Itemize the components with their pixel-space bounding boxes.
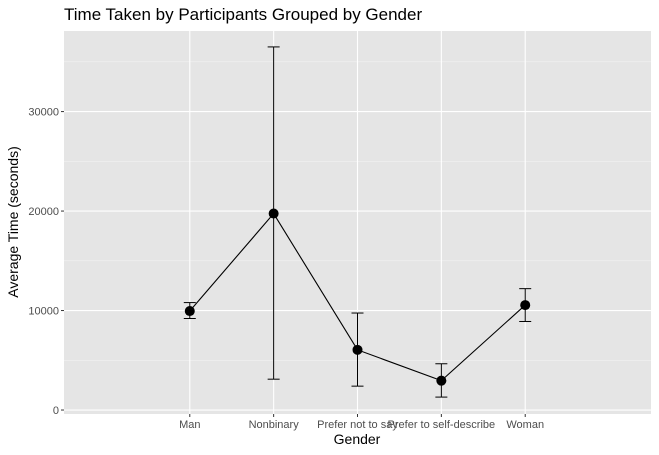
y-tick-label: 30000 [28, 107, 59, 119]
x-tick-label: Man [179, 419, 200, 431]
y-tick-label: 0 [53, 405, 59, 417]
y-tick-label: 10000 [28, 306, 59, 318]
y-tick-label: 20000 [28, 206, 59, 218]
data-point [268, 208, 279, 219]
x-tick-label: Woman [506, 419, 544, 431]
data-point [436, 375, 447, 386]
y-axis-title: Average Time (seconds) [5, 146, 21, 297]
data-points [184, 208, 531, 386]
axes: 0 10000 20000 30000 Man Nonbinary Prefer not t… [28, 107, 544, 431]
x-tick-label: Prefer not to say [317, 419, 398, 431]
data-point [352, 344, 363, 355]
data-point [520, 300, 531, 311]
x-tick-label: Nonbinary [249, 419, 300, 431]
x-tick-label: Prefer to self-describe [388, 419, 496, 431]
x-axis-title: Gender [334, 431, 381, 447]
chart-title: Time Taken by Participants Grouped by Ge… [64, 5, 422, 24]
data-point [184, 306, 195, 317]
